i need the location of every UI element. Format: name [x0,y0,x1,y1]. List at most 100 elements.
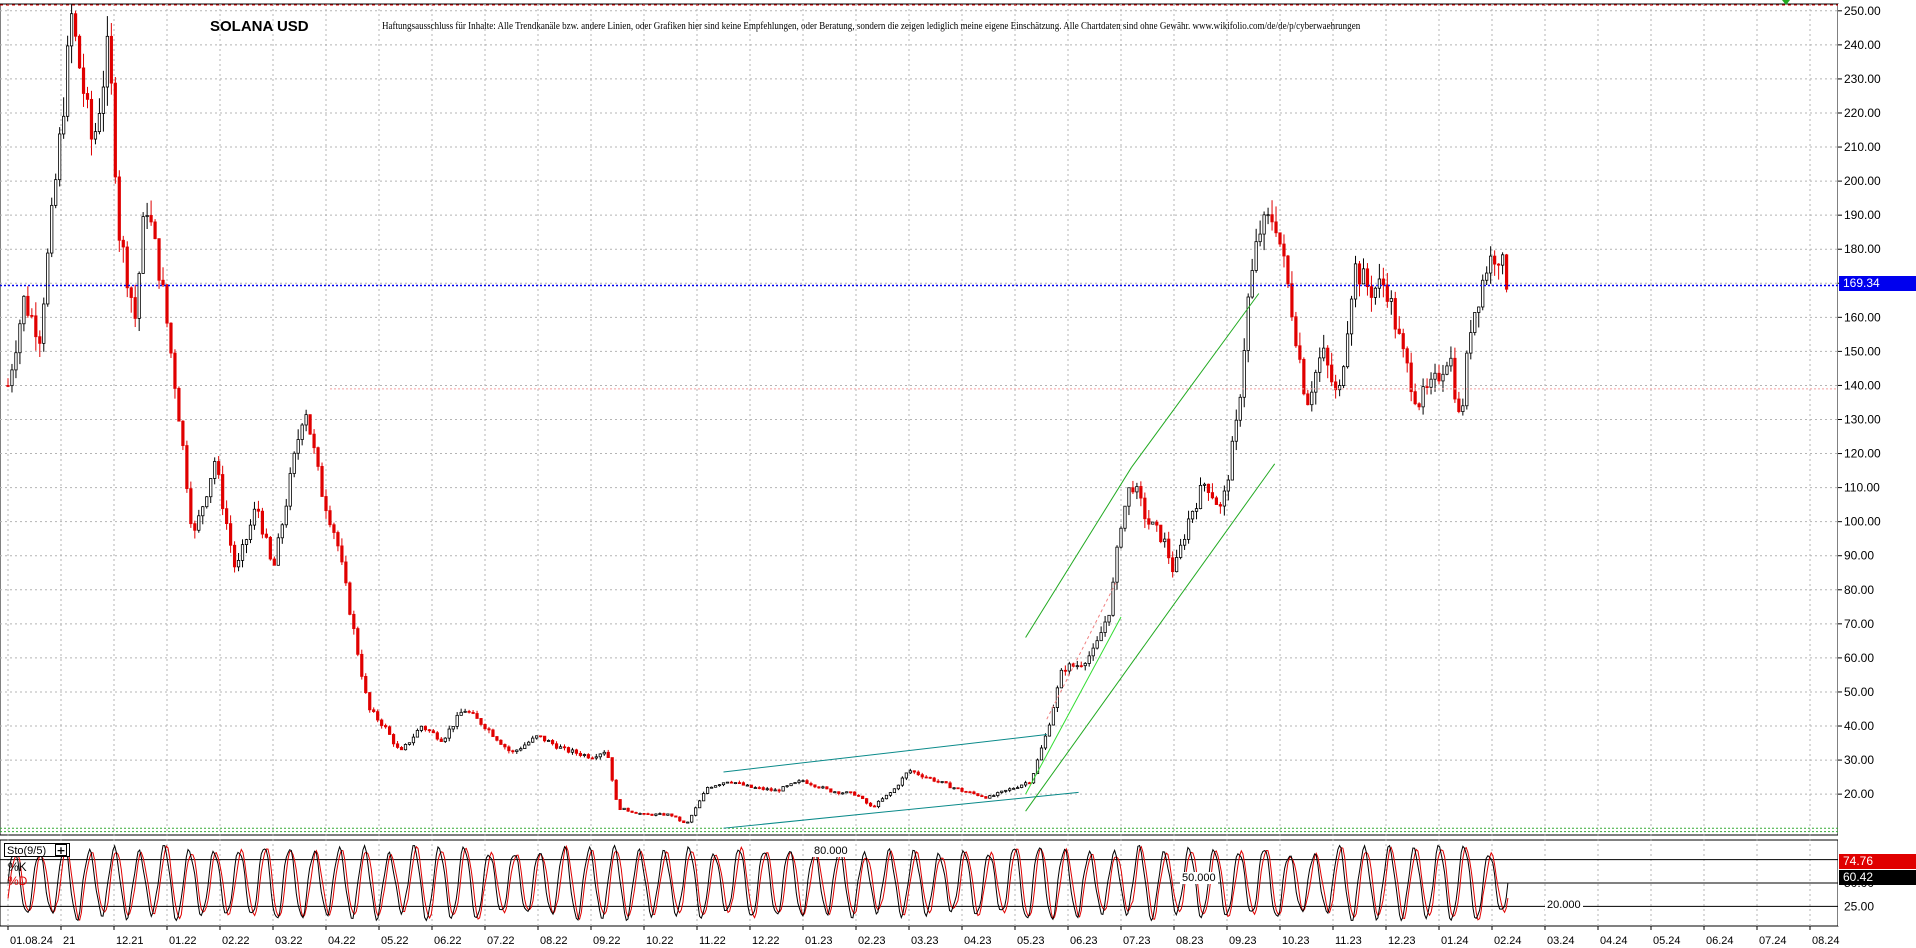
candle-body [1175,557,1179,573]
candle-body [1413,391,1417,405]
candle-body [451,725,455,730]
candle-body [1445,365,1449,375]
candle-body [1230,440,1234,481]
candle-body [1024,782,1028,786]
candle-body [598,753,602,758]
x-tick-label: 04.23 [964,935,992,947]
candle-body [1457,398,1461,412]
current-price-tag: 169.34 [1839,276,1916,291]
candle-body [1433,372,1437,380]
candle-body [503,744,507,748]
candle-body [244,539,249,546]
candle-body [1405,348,1409,364]
x-tick-label: 01.22 [169,935,197,947]
candle-body [228,523,233,546]
candle-body [272,558,276,566]
oscillator-tick-label: 25.00 [1844,899,1874,913]
candle-body [360,653,364,677]
candle-body [89,98,94,140]
candle-body [865,798,869,804]
candle-body [590,757,594,760]
candle-body [944,781,948,784]
x-tick-label: 21 [63,935,75,947]
candle-body [1365,268,1370,288]
candle-body [419,725,424,731]
candle-body [232,544,237,568]
candle-body [376,711,380,721]
d-value-tag: 60.42 [1839,870,1916,885]
candle-body [201,506,205,517]
candle-body [1115,546,1119,583]
candle-body [1429,378,1433,388]
candle-body [777,789,781,792]
candle-body [1401,333,1405,350]
candle-body [81,67,86,94]
candle-body [1079,665,1083,668]
candle-body [539,735,543,738]
y-tick-label: 80.00 [1844,583,1874,597]
candle-body [678,816,682,822]
x-tick-label: 04.24 [1600,935,1628,947]
candle-body [749,784,753,788]
y-tick-label: 220.00 [1844,106,1881,120]
candle-body [141,216,145,274]
candle-body [972,791,976,795]
candle-body [324,496,328,512]
candle-body [1294,316,1298,347]
candle-body [523,744,527,749]
candle-body [892,788,897,794]
candle-body [610,757,614,781]
candle-body [423,725,427,731]
trend-dashed-red [1046,582,1117,720]
candle-body [447,728,451,739]
candle-body [1485,272,1489,281]
candle-body [872,805,877,808]
candle-body [519,748,523,751]
candle-body [920,774,924,778]
x-tick-label: 06.23 [1070,935,1098,947]
candle-body [133,297,137,319]
candle-body [785,785,789,788]
candle-body [407,742,412,745]
candle-body [837,791,841,794]
candle-body [173,352,177,389]
candle-body [1119,527,1123,548]
candle-body [193,523,197,531]
candle-body [336,532,340,547]
candle-body [73,13,78,37]
y-tick-label: 100.00 [1844,515,1881,529]
candle-body [395,743,400,748]
candle-body [1179,544,1183,558]
candle-body [1004,789,1008,792]
candle-body [1222,490,1226,507]
candle-body [996,792,1000,796]
candle-body [42,303,46,344]
candle-body [26,295,30,316]
candle-body [85,93,90,100]
candle-body [793,782,797,785]
candle-body [1238,396,1242,421]
candle-body [280,524,284,539]
candle-body [1091,647,1095,657]
candle-body [606,751,610,758]
candle-body [618,799,622,811]
candle-body [1282,243,1286,257]
candle-body [236,559,241,568]
candle-body [984,796,988,799]
oscillator-expand-icon[interactable]: + [55,844,67,857]
candle-body [1031,773,1036,784]
candle-body [1318,357,1322,373]
oscillator-name-label[interactable]: Sto(9/5) [4,843,70,857]
candle-body [666,813,670,816]
candle-body [936,780,940,783]
y-tick-label: 180.00 [1844,242,1881,256]
candle-body [157,238,161,281]
candle-body [737,782,742,784]
candle-body [1290,283,1294,318]
candle-body [495,736,499,741]
candle-body [348,582,352,615]
candle-body [511,750,515,753]
candle-body [391,734,396,745]
candle-body [1453,357,1457,400]
